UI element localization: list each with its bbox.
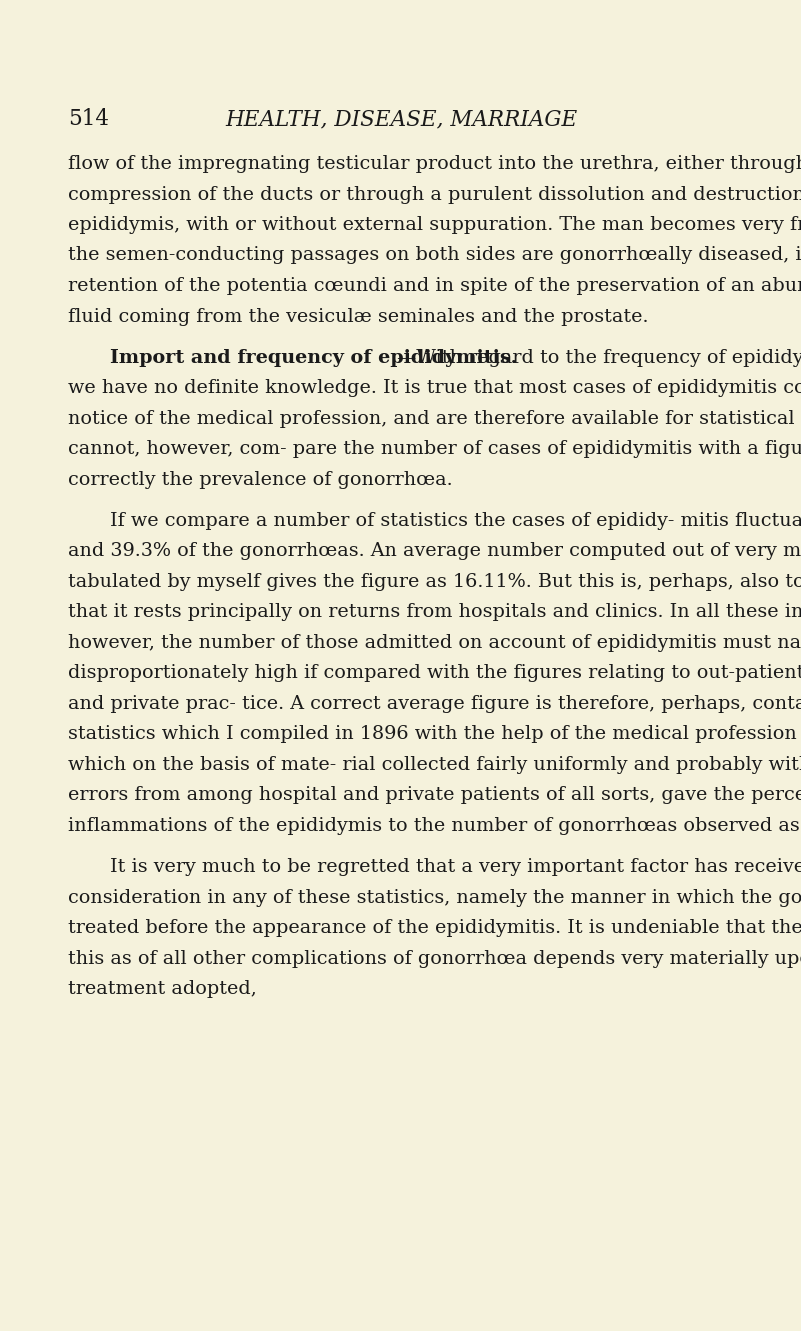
Text: we have no definite knowledge. It is true that most cases of epididymitis come u: we have no definite knowledge. It is tru… (68, 379, 801, 397)
Text: and private prac- tice. A correct average figure is therefore, perhaps, containe: and private prac- tice. A correct averag… (68, 695, 801, 713)
Text: this as of all other complications of gonorrhœa depends very materially upon the: this as of all other complications of go… (68, 949, 801, 968)
Text: retention of the potentia cœundi and in spite of the preservation of an abundant: retention of the potentia cœundi and in … (68, 277, 801, 295)
Text: notice of the medical profession, and are therefore available for statistical pu: notice of the medical profession, and ar… (68, 410, 801, 427)
Text: flow of the impregnating testicular product into the urethra, either through cic: flow of the impregnating testicular prod… (68, 154, 801, 173)
Text: If we compare a number of statistics the cases of epididy- mitis fluctuate betwe: If we compare a number of statistics the… (110, 512, 801, 530)
Text: epididymis, with or without external suppuration. The man becomes very frequentl: epididymis, with or without external sup… (68, 216, 801, 234)
Text: cannot, however, com- pare the number of cases of epididymitis with a figure giv: cannot, however, com- pare the number of… (68, 441, 801, 458)
Text: however, the number of those admitted on account of epididymitis must naturally : however, the number of those admitted on… (68, 634, 801, 652)
Text: which on the basis of mate- rial collected fairly uniformly and probably with th: which on the basis of mate- rial collect… (68, 756, 801, 773)
Text: inflammations of the epididymis to the number of gonorrhœas observed as 8.9%.: inflammations of the epididymis to the n… (68, 817, 801, 835)
Text: the semen-conducting passages on both sides are gonorrhœally diseased, in spite : the semen-conducting passages on both si… (68, 246, 801, 265)
Text: compression of the ducts or through a purulent dissolution and destruction of th: compression of the ducts or through a pu… (68, 185, 801, 204)
Text: tabulated by myself gives the figure as 16.11%. But this is, perhaps, also too g: tabulated by myself gives the figure as … (68, 572, 801, 591)
Text: treatment adopted,: treatment adopted, (68, 980, 257, 998)
Text: that it rests principally on returns from hospitals and clinics. In all these in: that it rests principally on returns fro… (68, 603, 801, 622)
Text: disproportionately high if compared with the figures relating to out-patients’ d: disproportionately high if compared with… (68, 664, 801, 683)
Text: HEALTH, DISEASE, MARRIAGE: HEALTH, DISEASE, MARRIAGE (225, 108, 578, 130)
Text: and 39.3% of the gonorrhœas. An average number computed out of very many statist: and 39.3% of the gonorrhœas. An average … (68, 542, 801, 560)
Text: consideration in any of these statistics, namely the manner in which the gonorrh: consideration in any of these statistics… (68, 889, 801, 906)
Text: Import and frequency of epididymitis.: Import and frequency of epididymitis. (110, 349, 517, 366)
Text: fluid coming from the vesiculæ seminales and the prostate.: fluid coming from the vesiculæ seminales… (68, 307, 649, 326)
Text: treated before the appearance of the epididymitis. It is undeniable that the fre: treated before the appearance of the epi… (68, 918, 801, 937)
Text: statistics which I compiled in 1896 with the help of the medical profession of B: statistics which I compiled in 1896 with… (68, 725, 801, 743)
Text: It is very much to be regretted that a very important factor has received no: It is very much to be regretted that a v… (110, 858, 801, 876)
Text: 514: 514 (68, 108, 109, 130)
Text: correctly the prevalence of gonorrhœa.: correctly the prevalence of gonorrhœa. (68, 471, 453, 488)
Text: —With regard to the frequency of epididymitis: —With regard to the frequency of epididy… (396, 349, 801, 366)
Text: errors from among hospital and private patients of all sorts, gave the percentag: errors from among hospital and private p… (68, 787, 801, 804)
